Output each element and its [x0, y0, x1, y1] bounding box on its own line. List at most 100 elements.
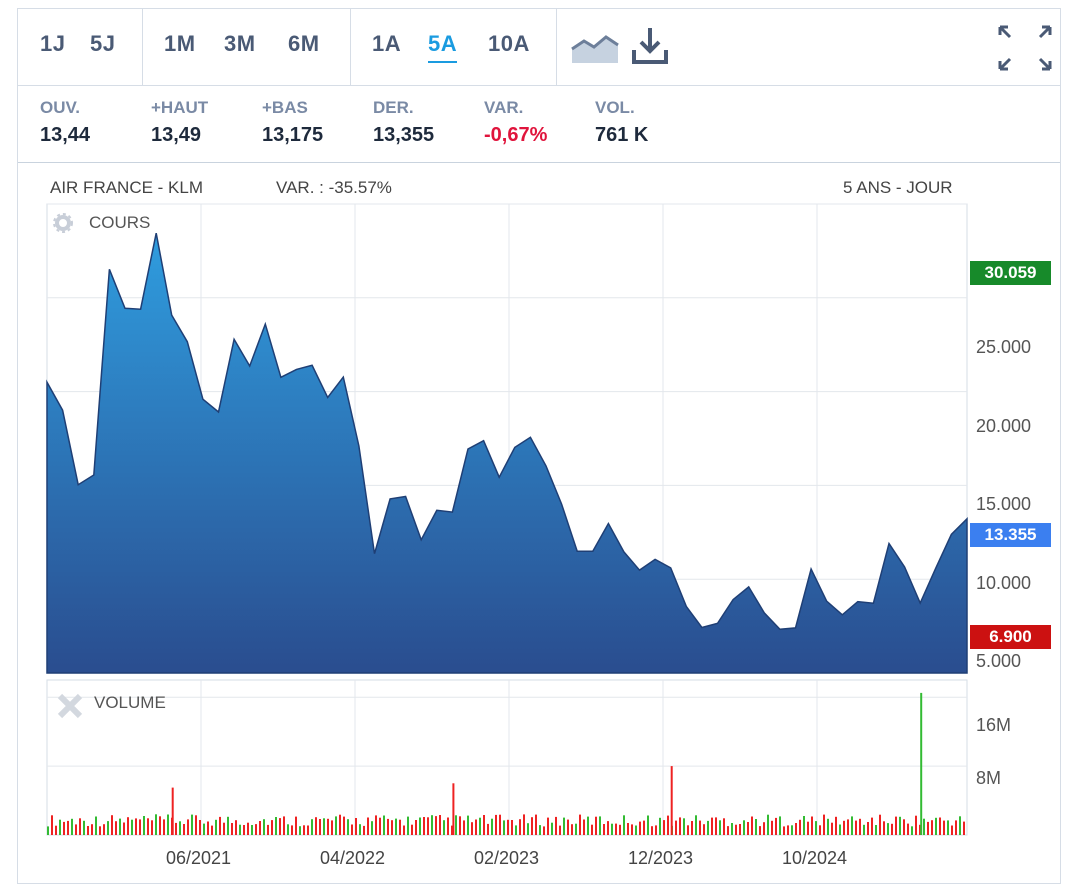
volume-bar [795, 823, 797, 835]
volume-bar [543, 826, 545, 835]
settings-gear-icon[interactable] [52, 212, 74, 234]
area-chart-icon[interactable] [570, 29, 620, 65]
period-5j-button[interactable]: 5J [90, 31, 116, 56]
volume-bar [947, 820, 949, 835]
volume-bar [839, 824, 841, 835]
volume-bar [719, 820, 721, 835]
volume-bar [767, 814, 769, 835]
volume-bar [927, 821, 929, 835]
volume-bar [147, 818, 149, 835]
volume-bar [163, 819, 165, 835]
volume-bar [603, 824, 605, 835]
volume-bar [823, 814, 825, 835]
volume-bar [647, 815, 649, 835]
volume-bar [435, 816, 437, 835]
volume-bar [783, 826, 785, 835]
volume-bar [443, 820, 445, 835]
volume-bar [263, 819, 265, 835]
volume-bar [291, 825, 293, 835]
volume-bar [611, 823, 613, 835]
volume-bar [895, 816, 897, 835]
volume-bar [703, 824, 705, 835]
volume-bar [907, 823, 909, 835]
volume-bar [459, 816, 461, 835]
period-10a-button[interactable]: 10A [488, 31, 530, 56]
volume-bar [639, 821, 641, 835]
volume-bar [267, 824, 269, 835]
stat-low: +BAS 13,175 [262, 98, 324, 146]
period-6m-button[interactable]: 6M [288, 31, 320, 56]
volume-bar [75, 824, 77, 835]
y-tick-25000: 25.000 [976, 337, 1032, 357]
fullscreen-icon[interactable] [996, 23, 1054, 73]
volume-bar [375, 815, 377, 835]
volume-bar [99, 826, 101, 835]
period-1m-button[interactable]: 1M [164, 31, 196, 56]
period-1a-button[interactable]: 1A [372, 31, 402, 56]
volume-bar [207, 821, 209, 835]
volume-bar [919, 824, 921, 835]
volume-bar [679, 817, 681, 835]
volume-bar [855, 820, 857, 835]
volume-bar [243, 825, 245, 835]
volume-bar [79, 818, 81, 835]
volume-bar [751, 816, 753, 835]
volume-bar [331, 820, 333, 835]
download-icon[interactable] [631, 26, 669, 66]
vol-tick-16m: 16M [976, 715, 1012, 735]
period-5a-button[interactable]: 5A [428, 31, 458, 63]
volume-bar [843, 820, 845, 835]
volume-bar [199, 820, 201, 835]
close-panel-icon[interactable] [56, 692, 84, 720]
volume-bar [47, 826, 49, 835]
volume-bar [103, 824, 105, 835]
volume-bar [555, 816, 557, 835]
volume-bar [827, 818, 829, 835]
volume-bar [959, 816, 961, 835]
volume-bar [135, 818, 137, 835]
volume-bar [859, 818, 861, 835]
volume-bar [271, 820, 273, 835]
volume-bar [487, 823, 489, 835]
volume-bar [419, 817, 421, 835]
volume-bar [835, 816, 837, 835]
volume-bar [175, 822, 177, 835]
volume-bar [571, 824, 573, 835]
x-tick-4: 10/2024 [782, 848, 848, 868]
volume-bar [327, 818, 329, 835]
volume-bar [71, 818, 73, 835]
volume-bar [399, 819, 401, 835]
price-panel-title: COURS [89, 213, 151, 232]
volume-bar [215, 819, 217, 835]
volume-bar [743, 820, 745, 835]
volume-bar [223, 822, 225, 835]
volume-bar [235, 820, 237, 835]
volume-bar [559, 825, 561, 835]
volume-bar [807, 821, 809, 835]
volume-bar [943, 820, 945, 835]
stat-variation: VAR. -0,67% [484, 98, 548, 146]
volume-bar [535, 814, 537, 835]
volume-bar [455, 815, 457, 835]
volume-bar [755, 819, 757, 835]
volume-bar [483, 815, 485, 835]
volume-bar [391, 820, 393, 835]
x-tick-1: 04/2022 [320, 848, 386, 868]
vol-tick-8m: 8M [976, 768, 1002, 788]
volume-bar [563, 817, 565, 835]
volume-bar [203, 823, 205, 835]
period-1j-button[interactable]: 1J [40, 31, 66, 56]
volume-bar [55, 825, 57, 835]
volume-bar [183, 824, 185, 835]
volume-bar [167, 814, 169, 835]
volume-bar [87, 826, 89, 835]
volume-bar [531, 817, 533, 835]
volume-bar [691, 821, 693, 835]
volume-bar [915, 815, 917, 835]
period-3m-button[interactable]: 3M [224, 31, 256, 56]
volume-bar [547, 817, 549, 835]
volume-bar [259, 821, 261, 835]
volume-bar [579, 814, 581, 835]
volume-bar [151, 820, 153, 835]
